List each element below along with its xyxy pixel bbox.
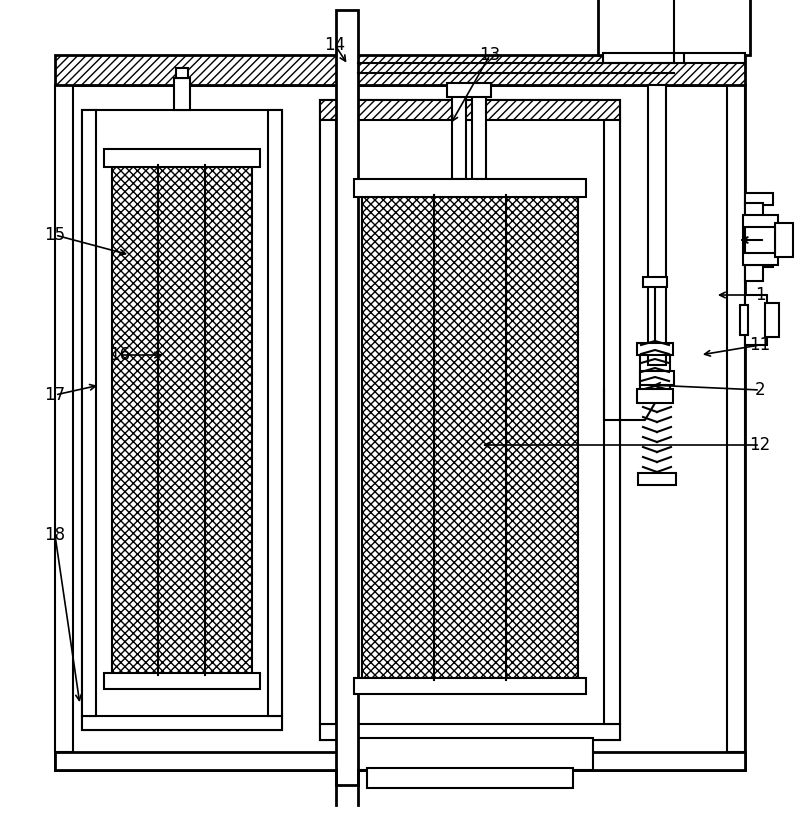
Bar: [472, 85, 486, 179]
Bar: [320, 120, 336, 724]
Text: 1: 1: [754, 286, 766, 304]
Bar: [745, 227, 775, 253]
Bar: [727, 85, 745, 752]
Bar: [347, 738, 593, 770]
Bar: [740, 305, 748, 335]
Bar: [745, 265, 763, 281]
Bar: [55, 85, 745, 770]
Bar: [637, 389, 673, 403]
Bar: [320, 100, 620, 120]
Text: 16: 16: [110, 346, 130, 364]
Bar: [55, 85, 73, 752]
Bar: [55, 55, 745, 85]
Bar: [745, 193, 773, 205]
Bar: [104, 149, 260, 167]
Bar: [643, 277, 667, 287]
Bar: [320, 100, 620, 740]
Bar: [648, 85, 666, 365]
Bar: [82, 110, 96, 716]
Bar: [447, 83, 491, 97]
Text: 18: 18: [45, 526, 66, 544]
Bar: [745, 203, 763, 217]
Bar: [268, 110, 282, 716]
Bar: [765, 303, 779, 337]
Bar: [452, 85, 466, 179]
Bar: [638, 473, 676, 485]
Bar: [745, 295, 767, 345]
Text: 14: 14: [325, 36, 346, 54]
Bar: [354, 179, 586, 197]
Text: 12: 12: [750, 436, 770, 454]
Bar: [603, 53, 745, 63]
Bar: [104, 673, 260, 689]
Bar: [112, 165, 252, 675]
Bar: [82, 110, 282, 730]
Text: 2: 2: [754, 381, 766, 399]
Text: 13: 13: [479, 46, 501, 64]
Bar: [55, 752, 745, 770]
Bar: [320, 724, 620, 740]
Bar: [367, 768, 573, 788]
Text: 15: 15: [45, 226, 66, 244]
Text: 11: 11: [750, 336, 770, 354]
Bar: [362, 195, 578, 680]
Bar: [176, 68, 188, 78]
Bar: [743, 215, 778, 265]
Bar: [745, 253, 773, 267]
Bar: [640, 371, 674, 385]
Bar: [174, 78, 190, 110]
Bar: [82, 716, 282, 730]
Bar: [336, 10, 358, 785]
Text: 17: 17: [45, 386, 66, 404]
Bar: [598, 0, 750, 55]
Bar: [604, 120, 620, 724]
Bar: [637, 343, 673, 355]
Bar: [775, 223, 793, 257]
Bar: [354, 678, 586, 694]
Bar: [640, 351, 670, 391]
